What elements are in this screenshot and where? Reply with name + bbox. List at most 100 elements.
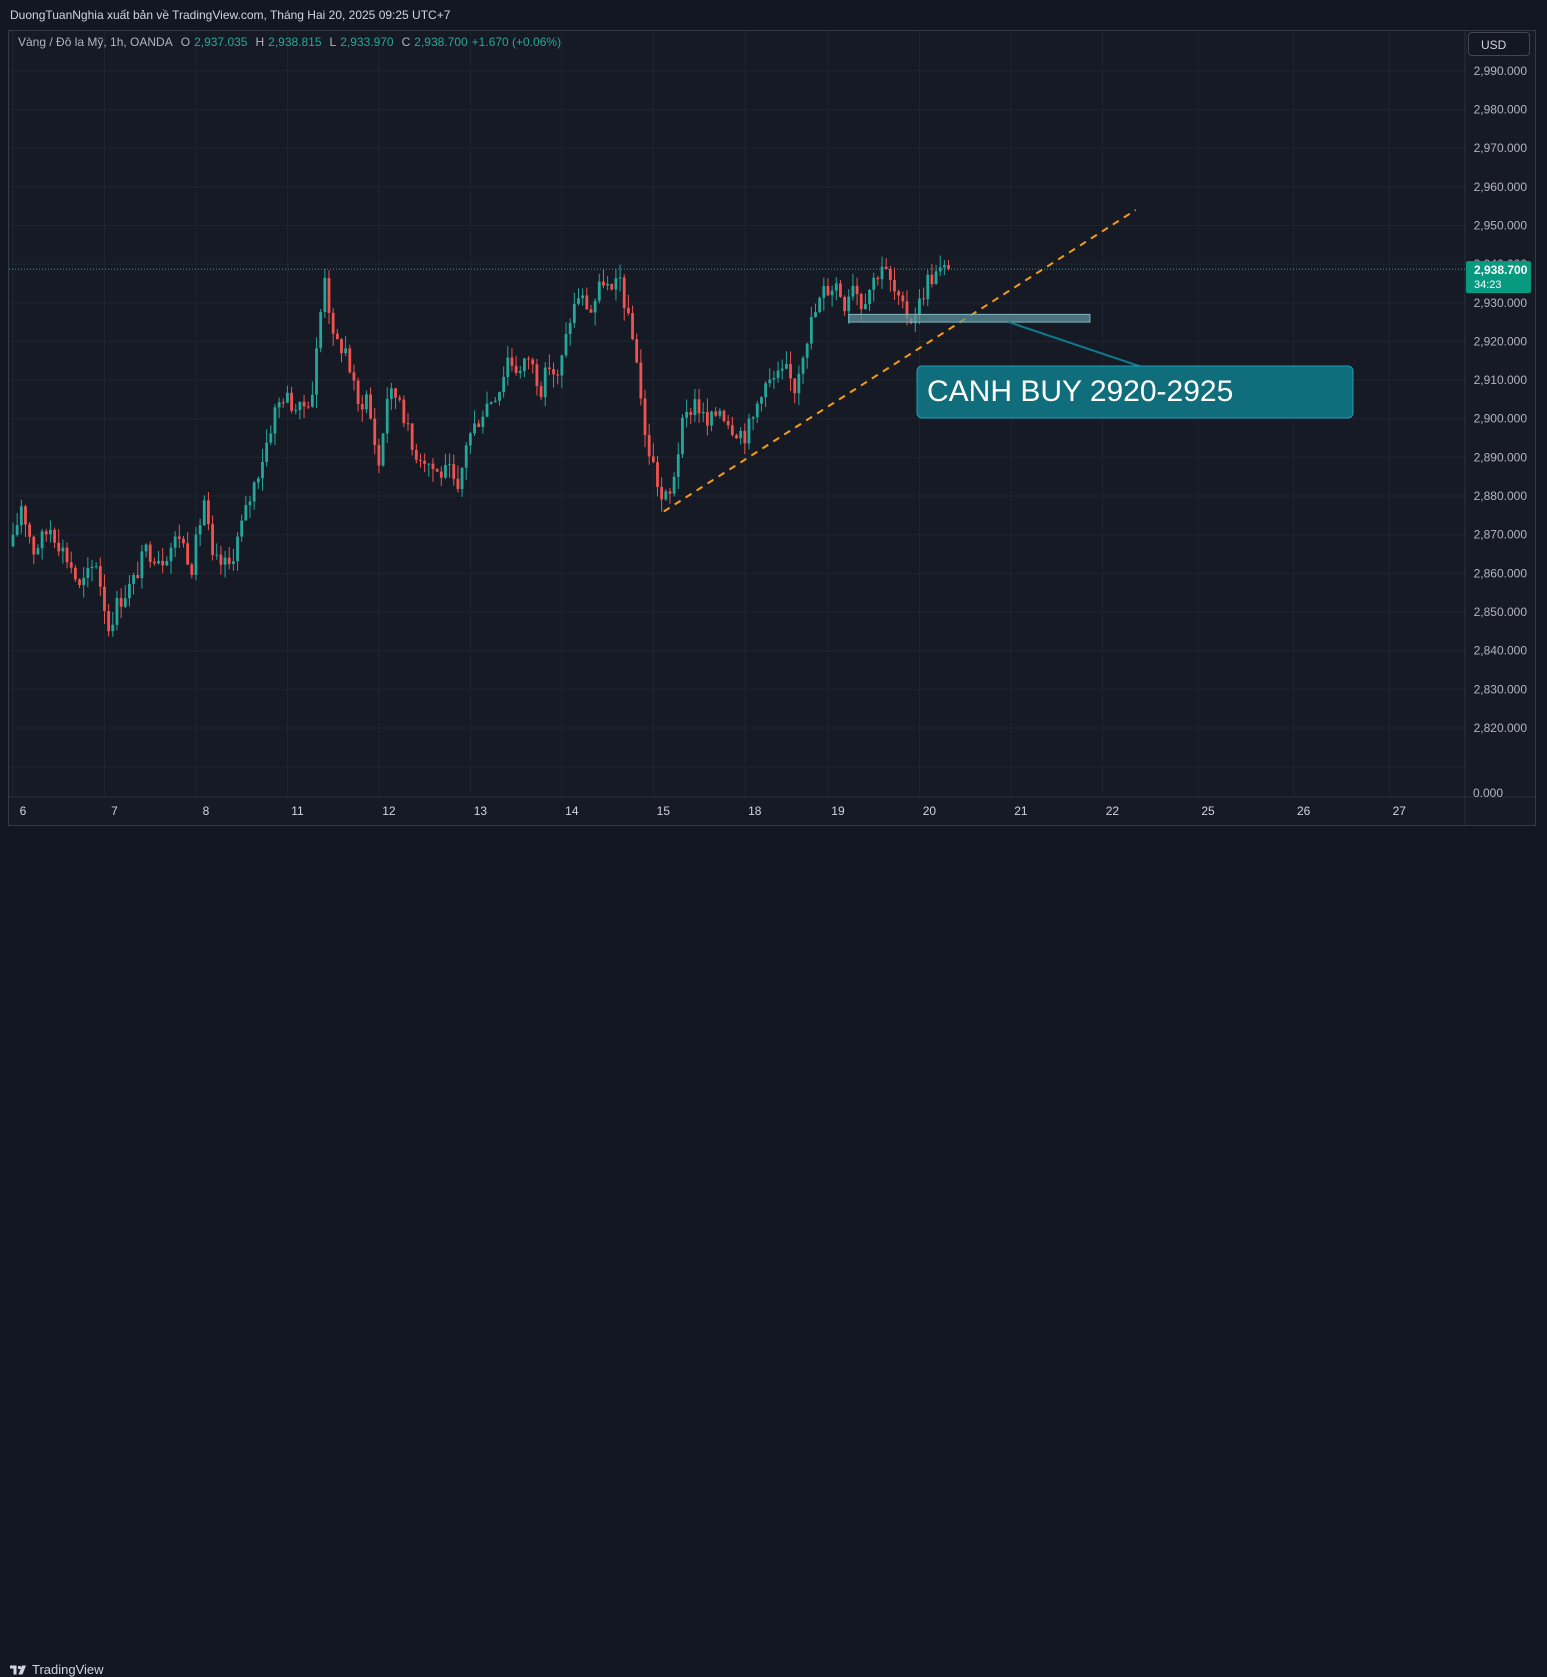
candle-body <box>152 561 156 564</box>
candle-body <box>244 505 248 521</box>
low-value: 2,933.970 <box>340 35 394 49</box>
candle-body <box>381 433 385 466</box>
candle-body <box>194 534 198 575</box>
candle-body <box>531 359 535 365</box>
candle-body <box>689 412 693 416</box>
candle-body <box>294 410 298 412</box>
x-tick-label: 8 <box>203 804 210 818</box>
candle-body <box>190 564 194 575</box>
candle-body <box>498 392 501 401</box>
candle-body <box>256 478 260 483</box>
candle-body <box>140 551 144 579</box>
y-tick-label: 2,870.000 <box>1474 528 1528 542</box>
candle-body <box>597 281 601 301</box>
callout-text: CANH BUY 2920-2925 <box>927 375 1233 408</box>
candle-body <box>15 525 19 535</box>
candle-body <box>119 598 123 607</box>
candle-body <box>635 339 639 363</box>
callout-box <box>916 365 1354 419</box>
candle-body <box>568 323 572 335</box>
y-tick-label: 2,980.000 <box>1474 102 1528 116</box>
candle-body <box>843 296 846 312</box>
candle-body <box>323 277 327 313</box>
candle-body <box>169 547 173 562</box>
candle-body <box>523 358 526 372</box>
candle-body <box>69 562 73 568</box>
currency-button[interactable]: USD <box>1468 32 1530 56</box>
candle-body <box>107 611 111 632</box>
candle-body <box>851 285 855 297</box>
candle-body <box>28 524 32 537</box>
candle-body <box>177 536 181 539</box>
candle-body <box>248 501 252 506</box>
candle-body <box>444 464 447 478</box>
open-key: O <box>180 35 191 49</box>
candle-body <box>614 278 618 290</box>
candle-body <box>830 290 834 296</box>
brand[interactable]: TradingView <box>10 1662 104 1677</box>
chart-frame <box>8 30 1536 826</box>
high-value: 2,938.815 <box>268 35 322 49</box>
candle-body <box>356 380 360 405</box>
footer: TradingView <box>0 826 1547 1677</box>
change-value: +1.670 (+0.06%) <box>471 35 562 49</box>
candle-body <box>310 394 314 407</box>
candle-body <box>880 266 884 280</box>
candle-body <box>431 463 435 469</box>
candle-body <box>82 577 86 586</box>
candle-body <box>897 291 901 296</box>
candle-body <box>219 554 223 565</box>
candle-body <box>527 358 530 360</box>
candle-body <box>510 357 514 366</box>
candle-body <box>610 283 614 290</box>
candle-body <box>772 377 776 380</box>
high-key: H <box>255 35 265 49</box>
candle-body <box>11 534 15 547</box>
candle-body <box>103 586 106 612</box>
candle-body <box>435 468 439 472</box>
y-tick-label: 2,900.000 <box>1474 412 1528 426</box>
candle-body <box>261 461 264 479</box>
y-tick-label: 2,970.000 <box>1474 141 1528 155</box>
candle-body <box>306 406 310 408</box>
y-tick-label: 2,840.000 <box>1474 644 1528 658</box>
candle-body <box>44 531 48 535</box>
y-axis-labels: 2,990.000 2,980.000 2,970.000 2,960.000 2,95… <box>1473 64 1527 800</box>
candle-body <box>593 300 597 313</box>
candle-body <box>161 560 165 566</box>
candle-body <box>776 370 780 378</box>
candles <box>11 255 950 637</box>
candle-body <box>148 544 152 562</box>
candle-body <box>456 478 460 490</box>
candle-body <box>265 442 269 462</box>
candle-body <box>281 402 285 404</box>
x-tick-label: 19 <box>831 804 845 818</box>
candle-body <box>49 529 52 535</box>
y-tick-label: 2,920.000 <box>1474 334 1528 348</box>
symbol-name[interactable]: Vàng / Đô la Mỹ, 1h, OANDA <box>18 35 173 49</box>
candle-body <box>157 560 160 564</box>
candle-body <box>489 401 493 404</box>
price-badge-value: 2,938.700 <box>1474 263 1528 277</box>
price-chart[interactable]: 2,990.000 2,980.000 2,970.000 2,960.000 2,95… <box>0 0 1547 861</box>
candle-body <box>556 374 560 376</box>
candle-body <box>40 531 44 549</box>
price-badge-countdown: 34:23 <box>1474 279 1502 291</box>
y-tick-label: 2,880.000 <box>1474 489 1528 503</box>
candle-body <box>502 376 506 393</box>
candle-body <box>577 298 580 304</box>
candle-body <box>94 566 98 568</box>
candle-body <box>348 348 352 373</box>
x-tick-label: 12 <box>382 804 396 818</box>
candle-body <box>182 538 185 544</box>
candle-body <box>485 403 489 417</box>
candle-body <box>901 295 905 302</box>
candle-body <box>876 277 880 280</box>
x-tick-label: 14 <box>565 804 579 818</box>
candle-body <box>747 418 751 444</box>
candle-body <box>423 460 427 464</box>
candle-body <box>344 348 348 354</box>
y-tick-label: 2,830.000 <box>1474 682 1528 696</box>
candle-body <box>319 312 323 349</box>
y-tick-label: 2,850.000 <box>1474 605 1528 619</box>
